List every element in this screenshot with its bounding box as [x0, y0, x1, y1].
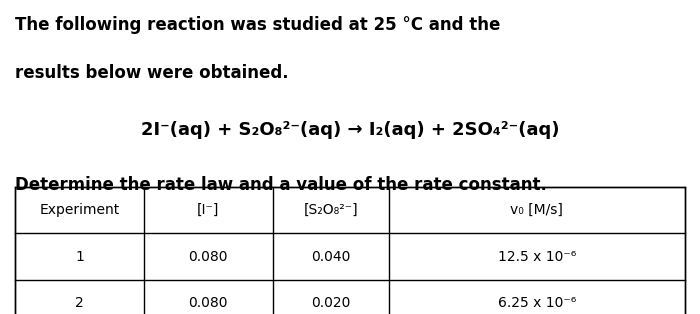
Text: 2I⁻(aq) + S₂O₈²⁻(aq) → I₂(aq) + 2SO₄²⁻(aq): 2I⁻(aq) + S₂O₈²⁻(aq) → I₂(aq) + 2SO₄²⁻(a… — [141, 121, 559, 139]
Text: 2: 2 — [75, 296, 84, 310]
Text: 0.080: 0.080 — [188, 296, 228, 310]
Text: 1: 1 — [75, 250, 84, 263]
Text: [S₂O₈²⁻]: [S₂O₈²⁻] — [304, 203, 358, 217]
Text: results below were obtained.: results below were obtained. — [15, 64, 289, 82]
Text: 12.5 x 10⁻⁶: 12.5 x 10⁻⁶ — [498, 250, 576, 263]
Text: The following reaction was studied at 25 °C and the: The following reaction was studied at 25… — [15, 16, 500, 34]
Text: 6.25 x 10⁻⁶: 6.25 x 10⁻⁶ — [498, 296, 576, 310]
Text: 0.020: 0.020 — [312, 296, 351, 310]
Text: Experiment: Experiment — [39, 203, 120, 217]
Text: 0.080: 0.080 — [188, 250, 228, 263]
Text: Determine the rate law and a value of the rate constant.: Determine the rate law and a value of th… — [15, 176, 547, 194]
Text: v₀ [M/s]: v₀ [M/s] — [510, 203, 564, 217]
Bar — [15, 187, 685, 314]
Text: 0.040: 0.040 — [312, 250, 351, 263]
Text: [I⁻]: [I⁻] — [197, 203, 219, 217]
